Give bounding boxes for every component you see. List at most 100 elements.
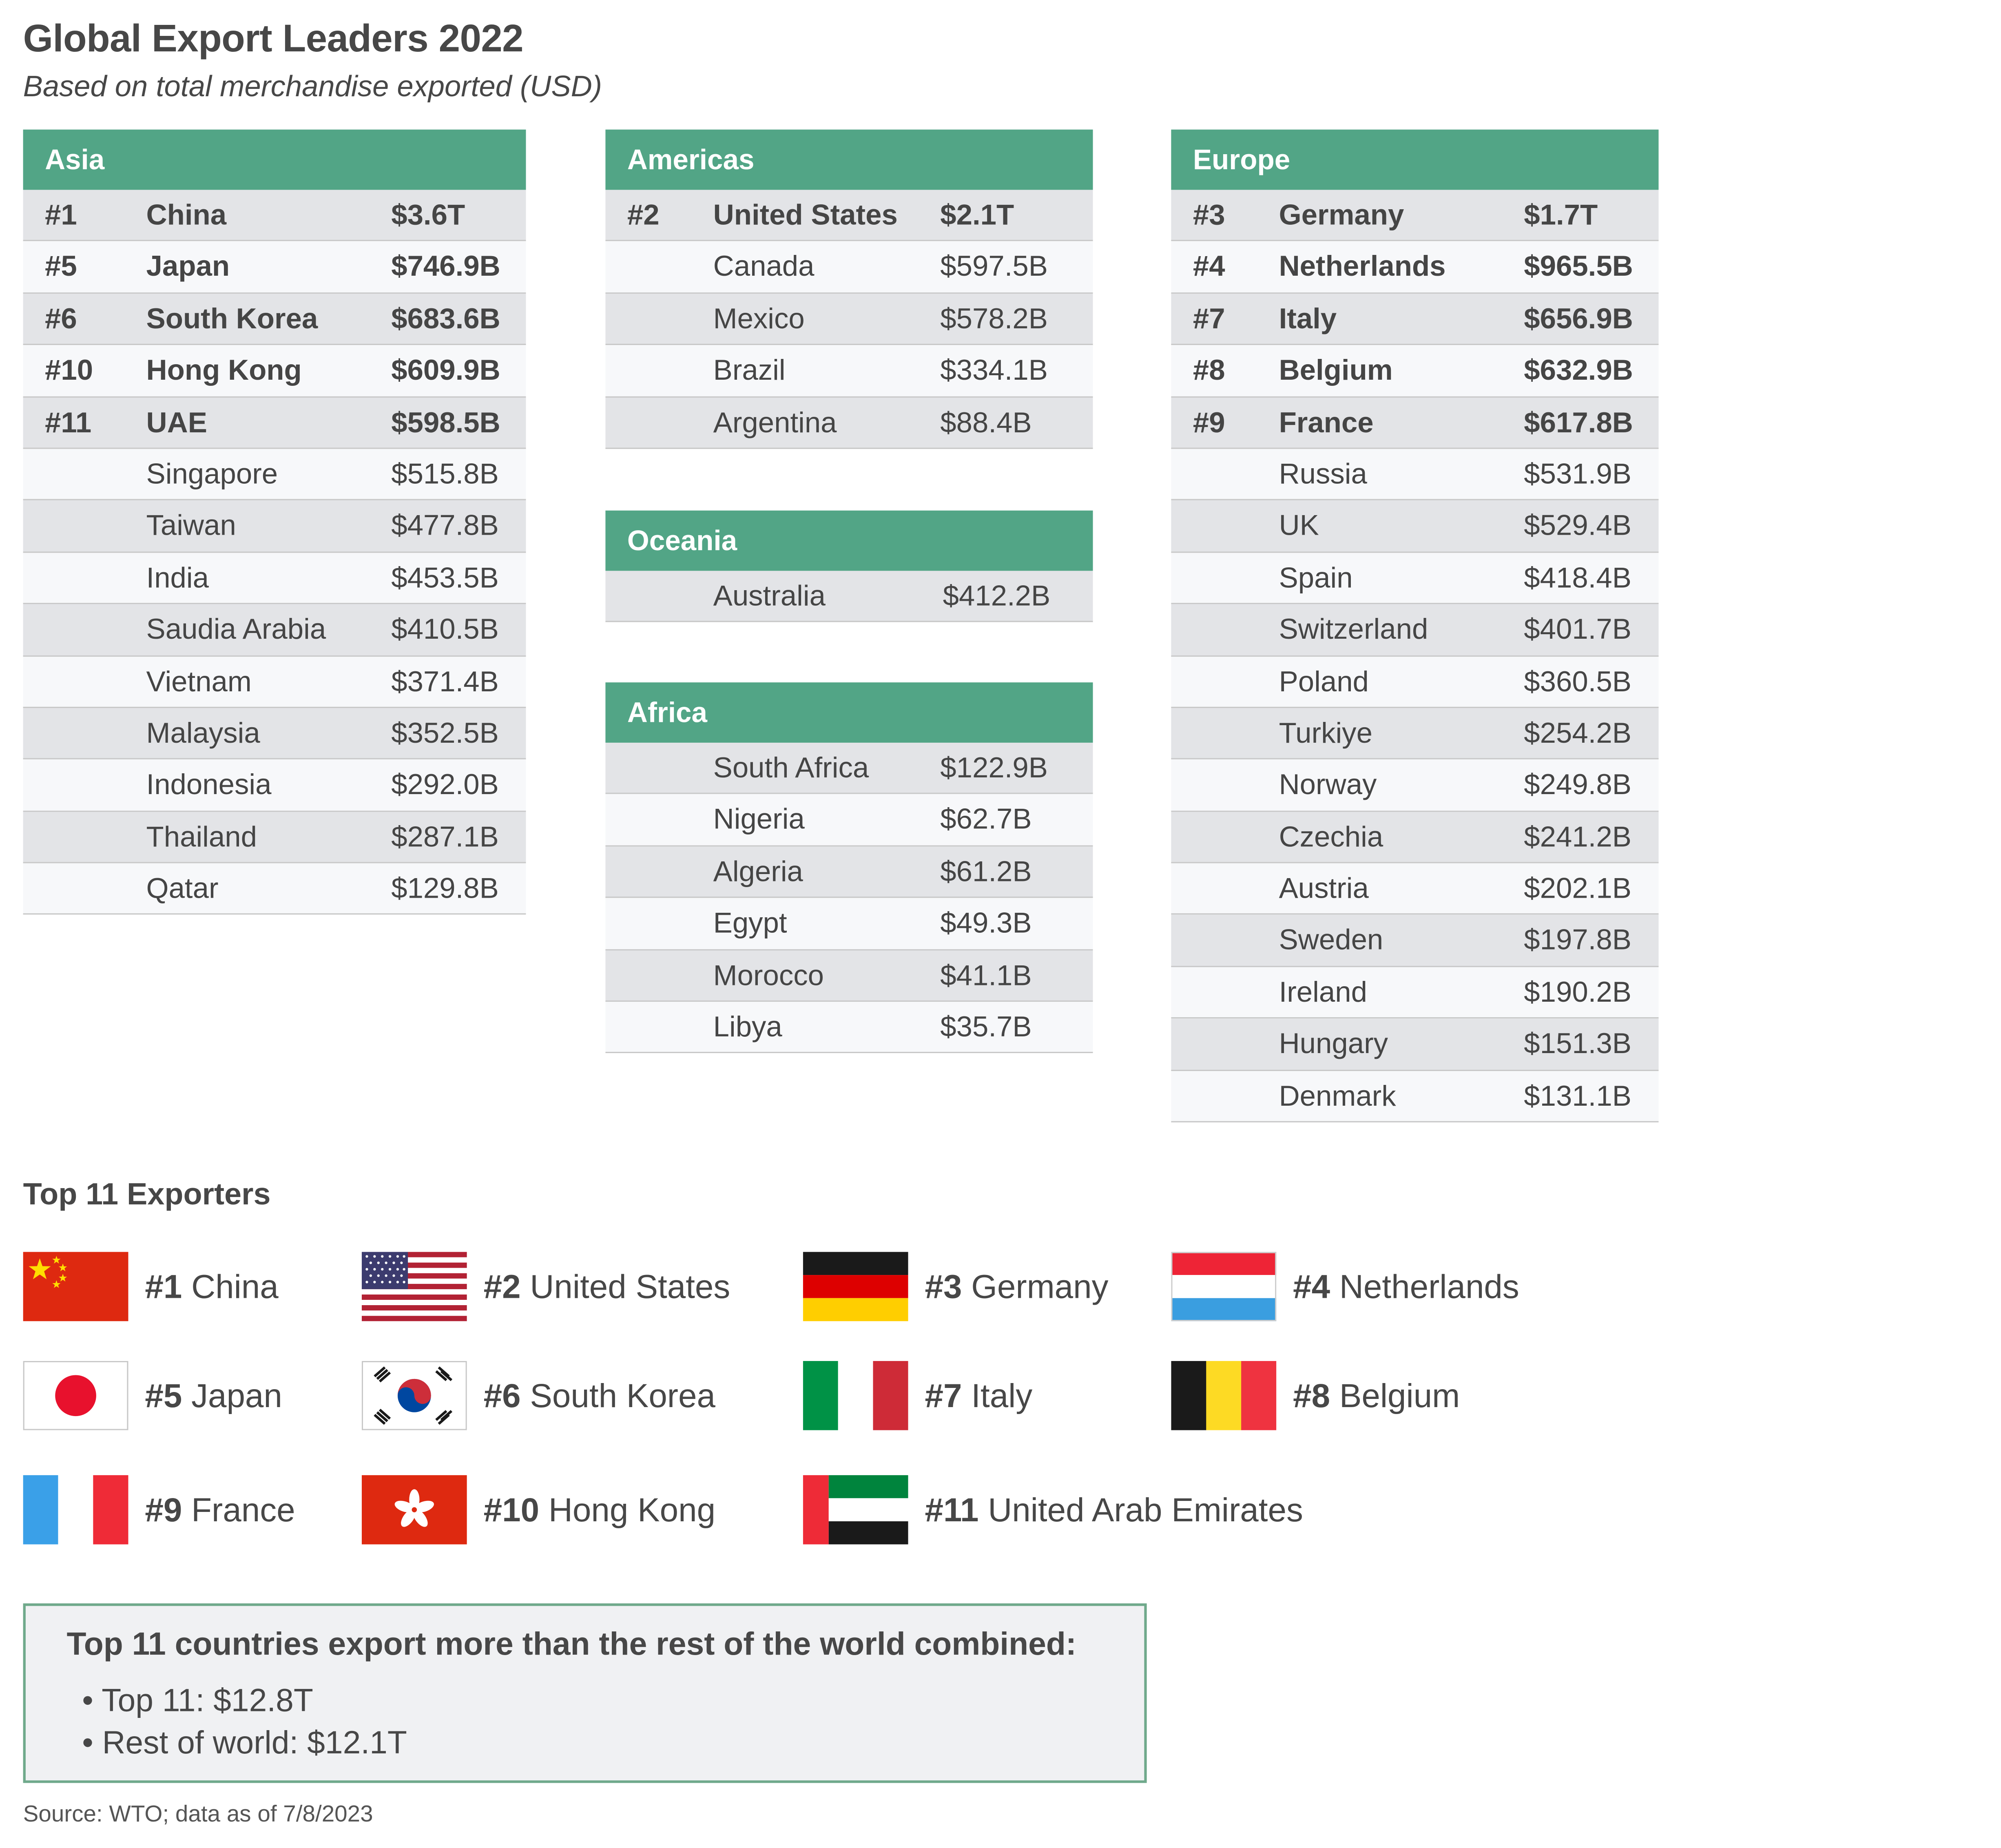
table-row: Hungary $151.3B	[1171, 1018, 1659, 1071]
table-row: #7 Italy $656.9B	[1171, 293, 1659, 345]
value-cell: $352.5B	[391, 717, 499, 749]
value-cell: $151.3B	[1524, 1027, 1631, 1060]
country-cell: Poland	[1279, 665, 1369, 697]
exporter-item: #3 Germany	[803, 1252, 1109, 1321]
region-table-africa: Africa South Africa $122.9B Nigeria $62.7B A…	[605, 682, 1093, 1054]
exporter-label: #5 Japan	[145, 1376, 282, 1414]
country-cell: South Korea	[146, 302, 318, 335]
exporter-item: #6 South Korea	[361, 1361, 715, 1430]
country-cell: UK	[1279, 509, 1319, 542]
country-cell: Norway	[1279, 768, 1377, 801]
country-cell: Turkiye	[1279, 717, 1372, 749]
country-cell: Nigeria	[713, 803, 805, 836]
country-cell: Italy	[1279, 302, 1337, 335]
table-row: Australia $412.2B	[605, 571, 1093, 623]
value-cell: $746.9B	[391, 250, 500, 283]
country-cell: Singapore	[146, 458, 278, 490]
japan-flag-icon	[23, 1361, 128, 1430]
south-korea-flag-icon	[361, 1361, 467, 1430]
table-row: Argentina $88.4B	[605, 397, 1093, 449]
value-cell: $401.7B	[1524, 613, 1631, 646]
table-row: Qatar $129.8B	[23, 863, 526, 915]
table-row: Czechia $241.2B	[1171, 811, 1659, 863]
region-rows-europe: #3 Germany $1.7T #4 Netherlands $965.5B #7 Ital…	[1171, 190, 1659, 1122]
value-cell: $3.6T	[391, 199, 465, 231]
table-row: #2 United States $2.1T	[605, 190, 1093, 242]
table-row: Singapore $515.8B	[23, 449, 526, 501]
value-cell: $35.7B	[940, 1011, 1032, 1043]
region-header-americas: Americas	[605, 129, 1093, 190]
region-rows-oceania: Australia $412.2B	[605, 571, 1093, 623]
table-row: Egypt $49.3B	[605, 898, 1093, 950]
rank-cell: #4	[1193, 250, 1225, 283]
country-cell: Thailand	[146, 820, 257, 853]
value-cell: $334.1B	[940, 354, 1048, 387]
country-cell: Libya	[713, 1011, 782, 1043]
exporter-item: #7 Italy	[803, 1361, 1032, 1430]
region-table-europe: Europe #3 Germany $1.7T #4 Netherlands $965.5…	[1171, 129, 1659, 1122]
exporter-item: #9 France	[23, 1475, 295, 1545]
usa-flag-icon	[361, 1252, 467, 1321]
value-cell: $131.1B	[1524, 1079, 1631, 1112]
rank-cell: #2	[627, 199, 660, 231]
country-cell: Canada	[713, 250, 815, 283]
value-cell: $683.6B	[391, 302, 500, 335]
region-header-oceania: Oceania	[605, 510, 1093, 571]
table-row: #3 Germany $1.7T	[1171, 190, 1659, 242]
exporter-label: #2 United States	[483, 1266, 730, 1306]
summary-title: Top 11 countries export more than the re…	[66, 1626, 1077, 1662]
exporter-label: #4 Netherlands	[1293, 1266, 1519, 1306]
country-cell: Morocco	[713, 959, 824, 991]
country-cell: United States	[713, 199, 898, 231]
table-row: Mexico $578.2B	[605, 293, 1093, 345]
table-row: Vietnam $371.4B	[23, 656, 526, 708]
country-cell: Austria	[1279, 872, 1369, 905]
country-cell: Netherlands	[1279, 250, 1446, 283]
region-rows-asia: #1 China $3.6T #5 Japan $746.9B #6 South Korea $…	[23, 190, 526, 915]
value-cell: $531.9B	[1524, 458, 1631, 490]
table-row: #4 Netherlands $965.5B	[1171, 241, 1659, 294]
value-cell: $598.5B	[391, 406, 500, 438]
china-flag-icon	[23, 1252, 128, 1321]
exporter-label: #7 Italy	[925, 1376, 1033, 1414]
exporter-item: #5 Japan	[23, 1361, 282, 1430]
hong-kong-flag-icon	[361, 1475, 467, 1545]
country-cell: Australia	[713, 580, 826, 612]
country-cell: Germany	[1279, 199, 1404, 231]
table-row: Malaysia $352.5B	[23, 708, 526, 760]
belgium-flag-icon	[1171, 1361, 1277, 1430]
value-cell: $418.4B	[1524, 561, 1631, 594]
exporter-label: #8 Belgium	[1293, 1376, 1460, 1414]
value-cell: $49.3B	[940, 907, 1032, 939]
top-exporters-title: Top 11 Exporters	[23, 1177, 271, 1213]
exporter-item: #1 China	[23, 1252, 279, 1321]
value-cell: $617.8B	[1524, 406, 1633, 438]
exporter-label: #10 Hong Kong	[483, 1489, 716, 1529]
country-cell: Spain	[1279, 561, 1353, 594]
table-row: Indonesia $292.0B	[23, 759, 526, 812]
country-cell: Algeria	[713, 855, 803, 887]
value-cell: $515.8B	[391, 458, 499, 490]
value-cell: $410.5B	[391, 613, 499, 646]
table-row: #6 South Korea $683.6B	[23, 293, 526, 345]
country-cell: Japan	[146, 250, 230, 283]
table-row: South Africa $122.9B	[605, 742, 1093, 795]
value-cell: $287.1B	[391, 820, 499, 853]
rank-cell: #5	[45, 250, 77, 283]
france-flag-icon	[23, 1475, 128, 1545]
region-header-europe: Europe	[1171, 129, 1659, 190]
region-table-americas: Americas #2 United States $2.1T Canada $597.…	[605, 129, 1093, 449]
value-cell: $190.2B	[1524, 976, 1631, 1008]
exporter-item: #8 Belgium	[1171, 1361, 1460, 1430]
table-row: Taiwan $477.8B	[23, 500, 526, 553]
country-cell: Egypt	[713, 907, 787, 939]
value-cell: $254.2B	[1524, 717, 1631, 749]
region-rows-americas: #2 United States $2.1T Canada $597.5B Mexico $…	[605, 190, 1093, 449]
exporter-label: #9 France	[145, 1489, 295, 1529]
table-row: Norway $249.8B	[1171, 759, 1659, 812]
rank-cell: #7	[1193, 302, 1225, 335]
value-cell: $41.1B	[940, 959, 1032, 991]
value-cell: $412.2B	[943, 580, 1051, 612]
table-row: Canada $597.5B	[605, 241, 1093, 294]
